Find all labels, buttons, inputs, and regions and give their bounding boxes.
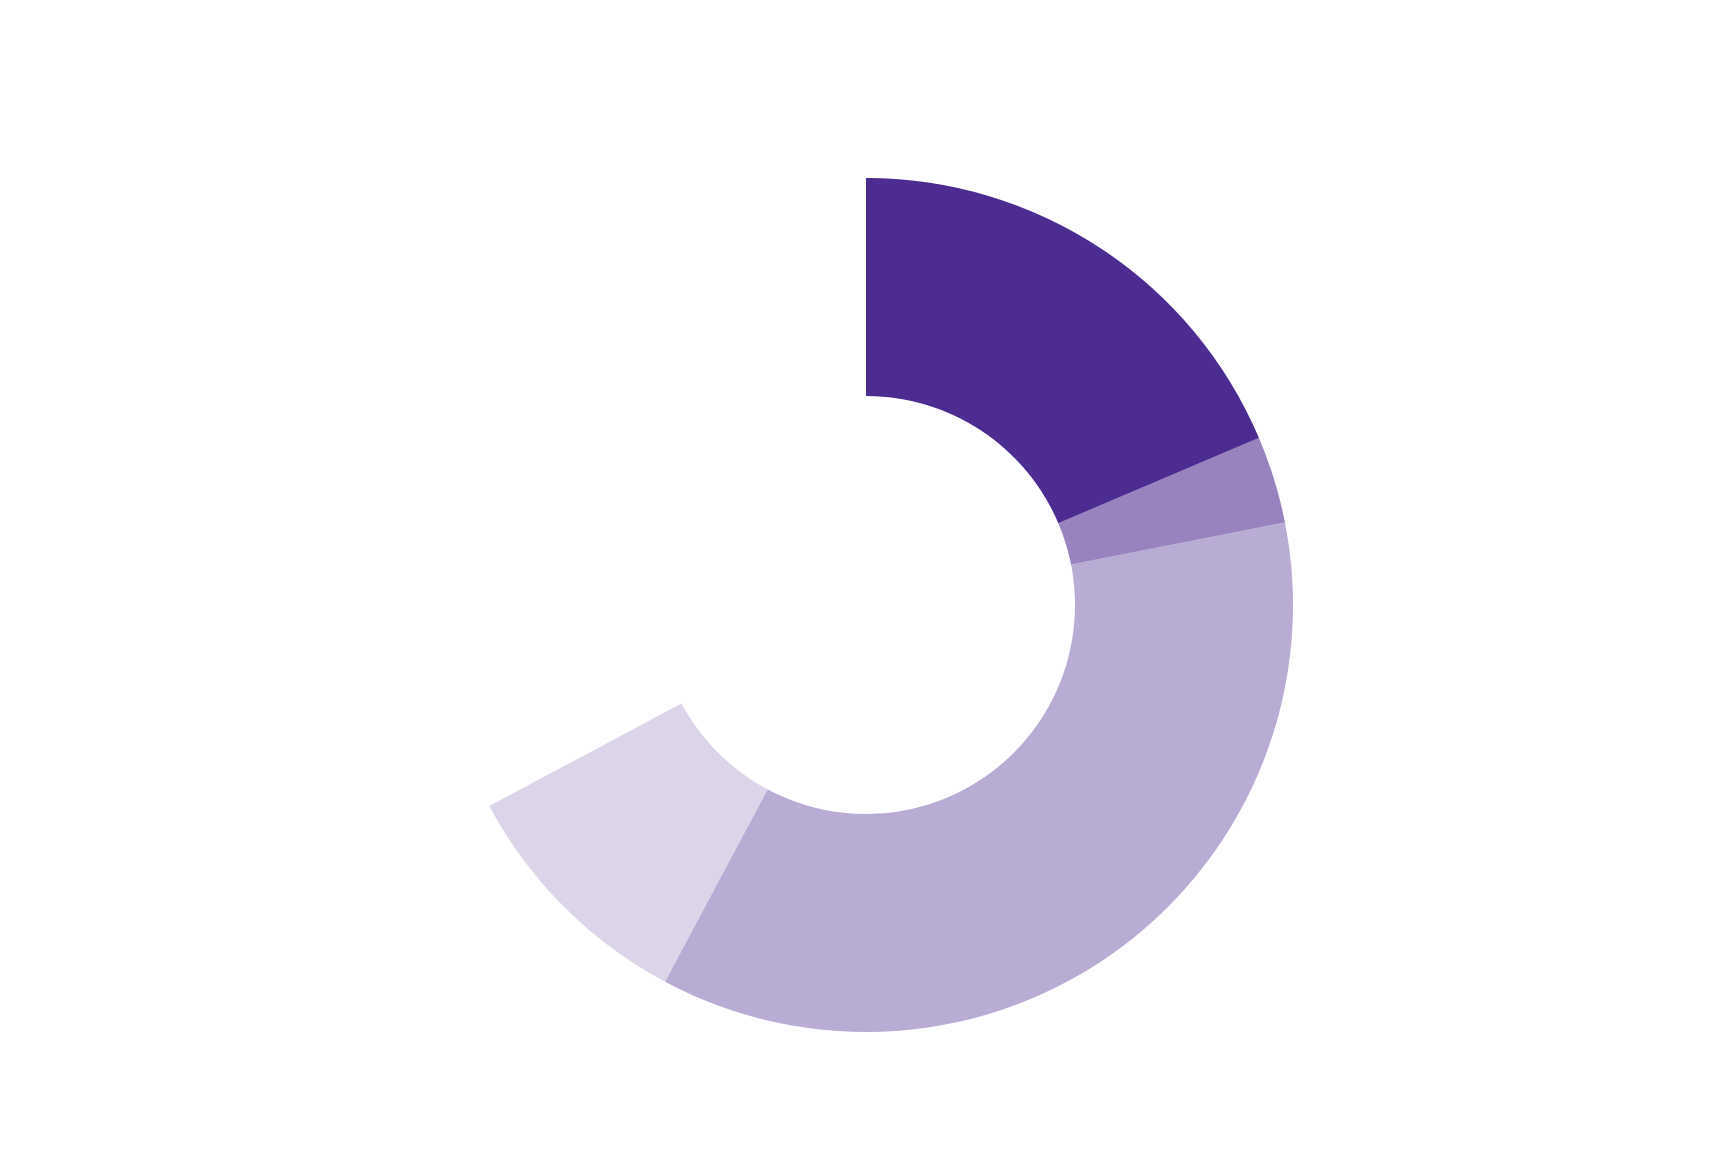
donut-segment [665,522,1293,1032]
donut-segment [1058,437,1285,565]
donut-segment [866,178,1259,524]
donut-segment [489,703,768,982]
